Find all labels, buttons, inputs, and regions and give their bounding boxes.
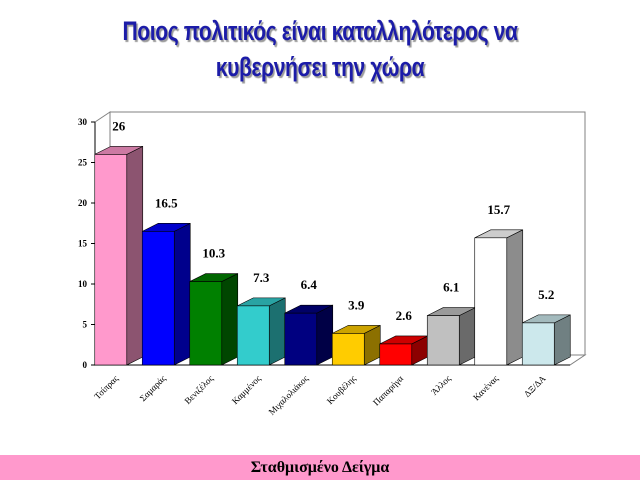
chart-title: Ποιος πολιτικός είναι καταλληλότερος να xyxy=(122,16,518,46)
bar xyxy=(331,333,365,366)
chart: 0 5 10 15 20 25 30 Τσίπρας 26 Σαμαράς 16.5 Βενιζέλο… xyxy=(78,111,587,417)
x-tick-label: Κανένας xyxy=(471,373,500,402)
bar-side xyxy=(126,145,144,366)
data-label: 2.6 xyxy=(396,308,413,323)
x-tick-label: Καμμένος xyxy=(230,373,263,406)
x-tick-label: ΔΞ/ΔΑ xyxy=(522,373,548,399)
x-tick-label: Κουβέλης xyxy=(325,373,358,406)
y-tick-label: 0 xyxy=(83,360,88,370)
bar xyxy=(521,322,555,366)
data-label: 15.7 xyxy=(487,202,510,217)
x-tick-label: Βενιζέλος xyxy=(182,373,215,406)
bar-side xyxy=(268,297,286,366)
bar xyxy=(474,237,508,366)
y-tick-label: 5 xyxy=(83,320,88,330)
bar xyxy=(236,305,270,366)
data-label: 26 xyxy=(112,118,126,133)
bar xyxy=(141,231,175,366)
x-tick-label: Παπαρήγα xyxy=(371,373,405,407)
data-label: 16.5 xyxy=(155,195,178,210)
bar-side xyxy=(553,314,571,366)
bar xyxy=(426,315,460,366)
bar xyxy=(94,154,128,366)
bar xyxy=(379,343,413,366)
bar-side xyxy=(316,304,334,366)
bar-side xyxy=(173,222,191,366)
x-tick-label: Μιχαλολιάκος xyxy=(267,373,311,417)
y-tick-label: 25 xyxy=(78,158,88,168)
bar xyxy=(189,281,223,366)
data-label: 5.2 xyxy=(538,287,554,302)
data-label: 6.4 xyxy=(301,277,318,292)
footer: Σταθμισμένο Δείγμα xyxy=(0,455,640,480)
bar-side xyxy=(458,307,476,366)
x-tick-label: Τσίπρας xyxy=(92,373,120,401)
data-label: 10.3 xyxy=(202,246,225,261)
bar-side xyxy=(506,229,524,366)
data-label: 7.3 xyxy=(253,270,270,285)
bar xyxy=(284,312,318,366)
y-tick-label: 10 xyxy=(78,279,88,289)
x-tick-label: Άλλος xyxy=(429,373,453,397)
x-tick-label: Σαμαράς xyxy=(138,373,168,403)
data-label: 6.1 xyxy=(443,280,459,295)
chart-title: κυβερνήσει την χώρα xyxy=(215,52,425,82)
bar-side xyxy=(221,273,239,366)
y-tick-label: 15 xyxy=(78,239,88,249)
y-tick-label: 20 xyxy=(78,198,88,208)
y-tick-label: 30 xyxy=(78,117,88,127)
data-label: 3.9 xyxy=(348,297,365,312)
